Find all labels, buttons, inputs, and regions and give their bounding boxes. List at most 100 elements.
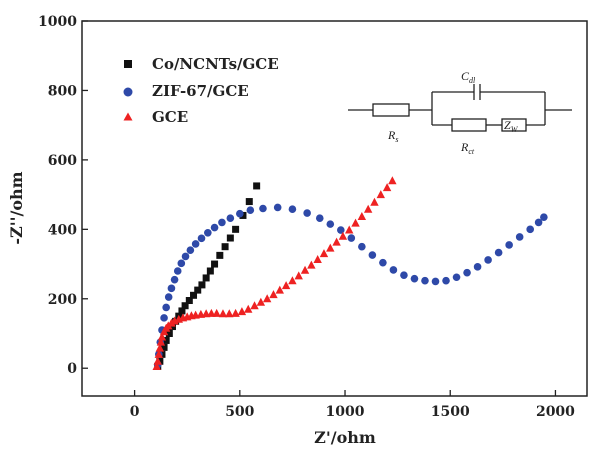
point-zif-67-gce	[288, 205, 297, 213]
point-zif-67-gce	[218, 218, 226, 227]
point-gce	[332, 237, 341, 246]
y-tick-label: 600	[48, 153, 77, 169]
point-gce	[157, 332, 167, 341]
point-gce	[154, 349, 164, 358]
x-tick-label: 500	[225, 404, 254, 420]
point-gce	[326, 243, 335, 252]
point-gce	[338, 231, 348, 240]
point-zif-67-gce	[170, 275, 179, 284]
point-gce	[294, 271, 303, 280]
point-gce	[231, 308, 240, 317]
point-gce	[351, 218, 360, 227]
point-gce	[269, 290, 278, 299]
point-zif-67-gce	[379, 258, 387, 267]
point-gce	[388, 176, 397, 185]
point-gce	[262, 294, 272, 303]
legend-marker-zif67	[123, 87, 133, 97]
point-gce	[275, 285, 284, 294]
y-tick-label: 200	[48, 292, 77, 308]
point-zif-67-gce	[505, 241, 513, 249]
point-zif-67-gce	[442, 276, 450, 285]
point-gce	[313, 255, 322, 264]
point-gce	[152, 361, 161, 370]
label-zw: ZW	[504, 118, 519, 134]
point-zif-67-gce	[259, 204, 267, 213]
point-co-ncnts-gce	[232, 225, 240, 233]
legend-marker-gce	[123, 112, 133, 121]
point-zif-67-gce	[173, 267, 182, 275]
point-gce	[370, 197, 379, 206]
point-zif-67-gce	[534, 218, 543, 227]
point-co-ncnts-gce	[185, 297, 193, 305]
x-axis-label: Z'/ohm	[314, 428, 376, 447]
point-co-ncnts-gce	[194, 286, 202, 294]
point-zif-67-gce	[452, 273, 461, 282]
point-gce	[382, 183, 392, 192]
data-marks	[152, 176, 548, 370]
point-gce	[281, 281, 291, 290]
point-co-ncnts-gce	[162, 336, 170, 344]
point-co-ncnts-gce	[198, 281, 206, 289]
point-co-ncnts-gce	[178, 307, 186, 315]
axis-ticks: 0 500 1000 1500 2000 0 200 400 600 800 1000	[38, 14, 575, 420]
point-gce	[153, 356, 162, 365]
y-tick-label: 1000	[38, 14, 77, 30]
x-tick-label: 1500	[431, 404, 470, 420]
point-zif-67-gce	[210, 223, 219, 232]
label-rs: Rs	[387, 128, 398, 144]
label-rct: Rct	[460, 140, 475, 156]
x-tick-label: 2000	[536, 404, 575, 420]
point-gce	[256, 297, 266, 306]
point-zif-67-gce	[540, 213, 548, 221]
point-co-ncnts-gce	[253, 182, 261, 190]
point-zif-67-gce	[400, 271, 408, 279]
x-tick-label: 1000	[326, 404, 365, 420]
y-tick-label: 400	[48, 222, 77, 238]
point-zif-67-gce	[473, 263, 482, 271]
point-zif-67-gce	[315, 214, 324, 223]
y-tick-label: 0	[67, 361, 77, 377]
plot-frame	[81, 20, 588, 397]
point-gce	[225, 309, 234, 318]
point-co-ncnts-gce	[206, 267, 214, 275]
point-zif-67-gce	[463, 268, 471, 277]
point-zif-67-gce	[167, 284, 176, 293]
point-co-ncnts-gce	[221, 243, 229, 251]
y-tick-label: 800	[48, 83, 77, 99]
point-zif-67-gce	[246, 206, 255, 215]
point-co-ncnts-gce	[211, 260, 219, 268]
point-zif-67-gce	[410, 274, 419, 283]
point-zif-67-gce	[191, 240, 200, 248]
point-zif-67-gce	[431, 277, 440, 286]
legend-label-co-ncnts: Co/NCNTs/GCE	[152, 55, 279, 73]
point-zif-67-gce	[162, 303, 170, 312]
point-co-ncnts-gce	[165, 330, 173, 337]
legend-label-gce: GCE	[152, 108, 188, 126]
legend-label-zif67: ZIF-67/GCE	[152, 82, 249, 100]
point-zif-67-gce	[326, 220, 335, 228]
point-gce	[363, 204, 373, 213]
point-co-ncnts-gce	[202, 274, 210, 282]
point-zif-67-gce	[347, 234, 356, 242]
point-gce	[244, 304, 253, 313]
point-zif-67-gce	[421, 276, 429, 285]
point-co-ncnts-gce	[216, 251, 224, 259]
point-gce	[307, 260, 316, 269]
point-zif-67-gce	[204, 229, 212, 237]
x-tick-label: 0	[130, 404, 140, 420]
legend: Co/NCNTs/GCE ZIF-67/GCE GCE	[123, 55, 279, 126]
point-co-ncnts-gce	[160, 343, 168, 351]
point-zif-67-gce	[177, 259, 186, 268]
resistor-rs	[372, 103, 410, 117]
point-zif-67-gce	[389, 266, 398, 274]
point-gce	[300, 265, 310, 274]
point-gce	[376, 190, 385, 199]
label-cdl: Cdl	[461, 69, 476, 85]
point-zif-67-gce	[273, 203, 282, 212]
point-zif-67-gce	[337, 226, 345, 234]
point-gce	[319, 249, 329, 258]
point-zif-67-gce	[484, 256, 492, 264]
point-zif-67-gce	[494, 248, 503, 257]
point-gce	[212, 308, 221, 317]
